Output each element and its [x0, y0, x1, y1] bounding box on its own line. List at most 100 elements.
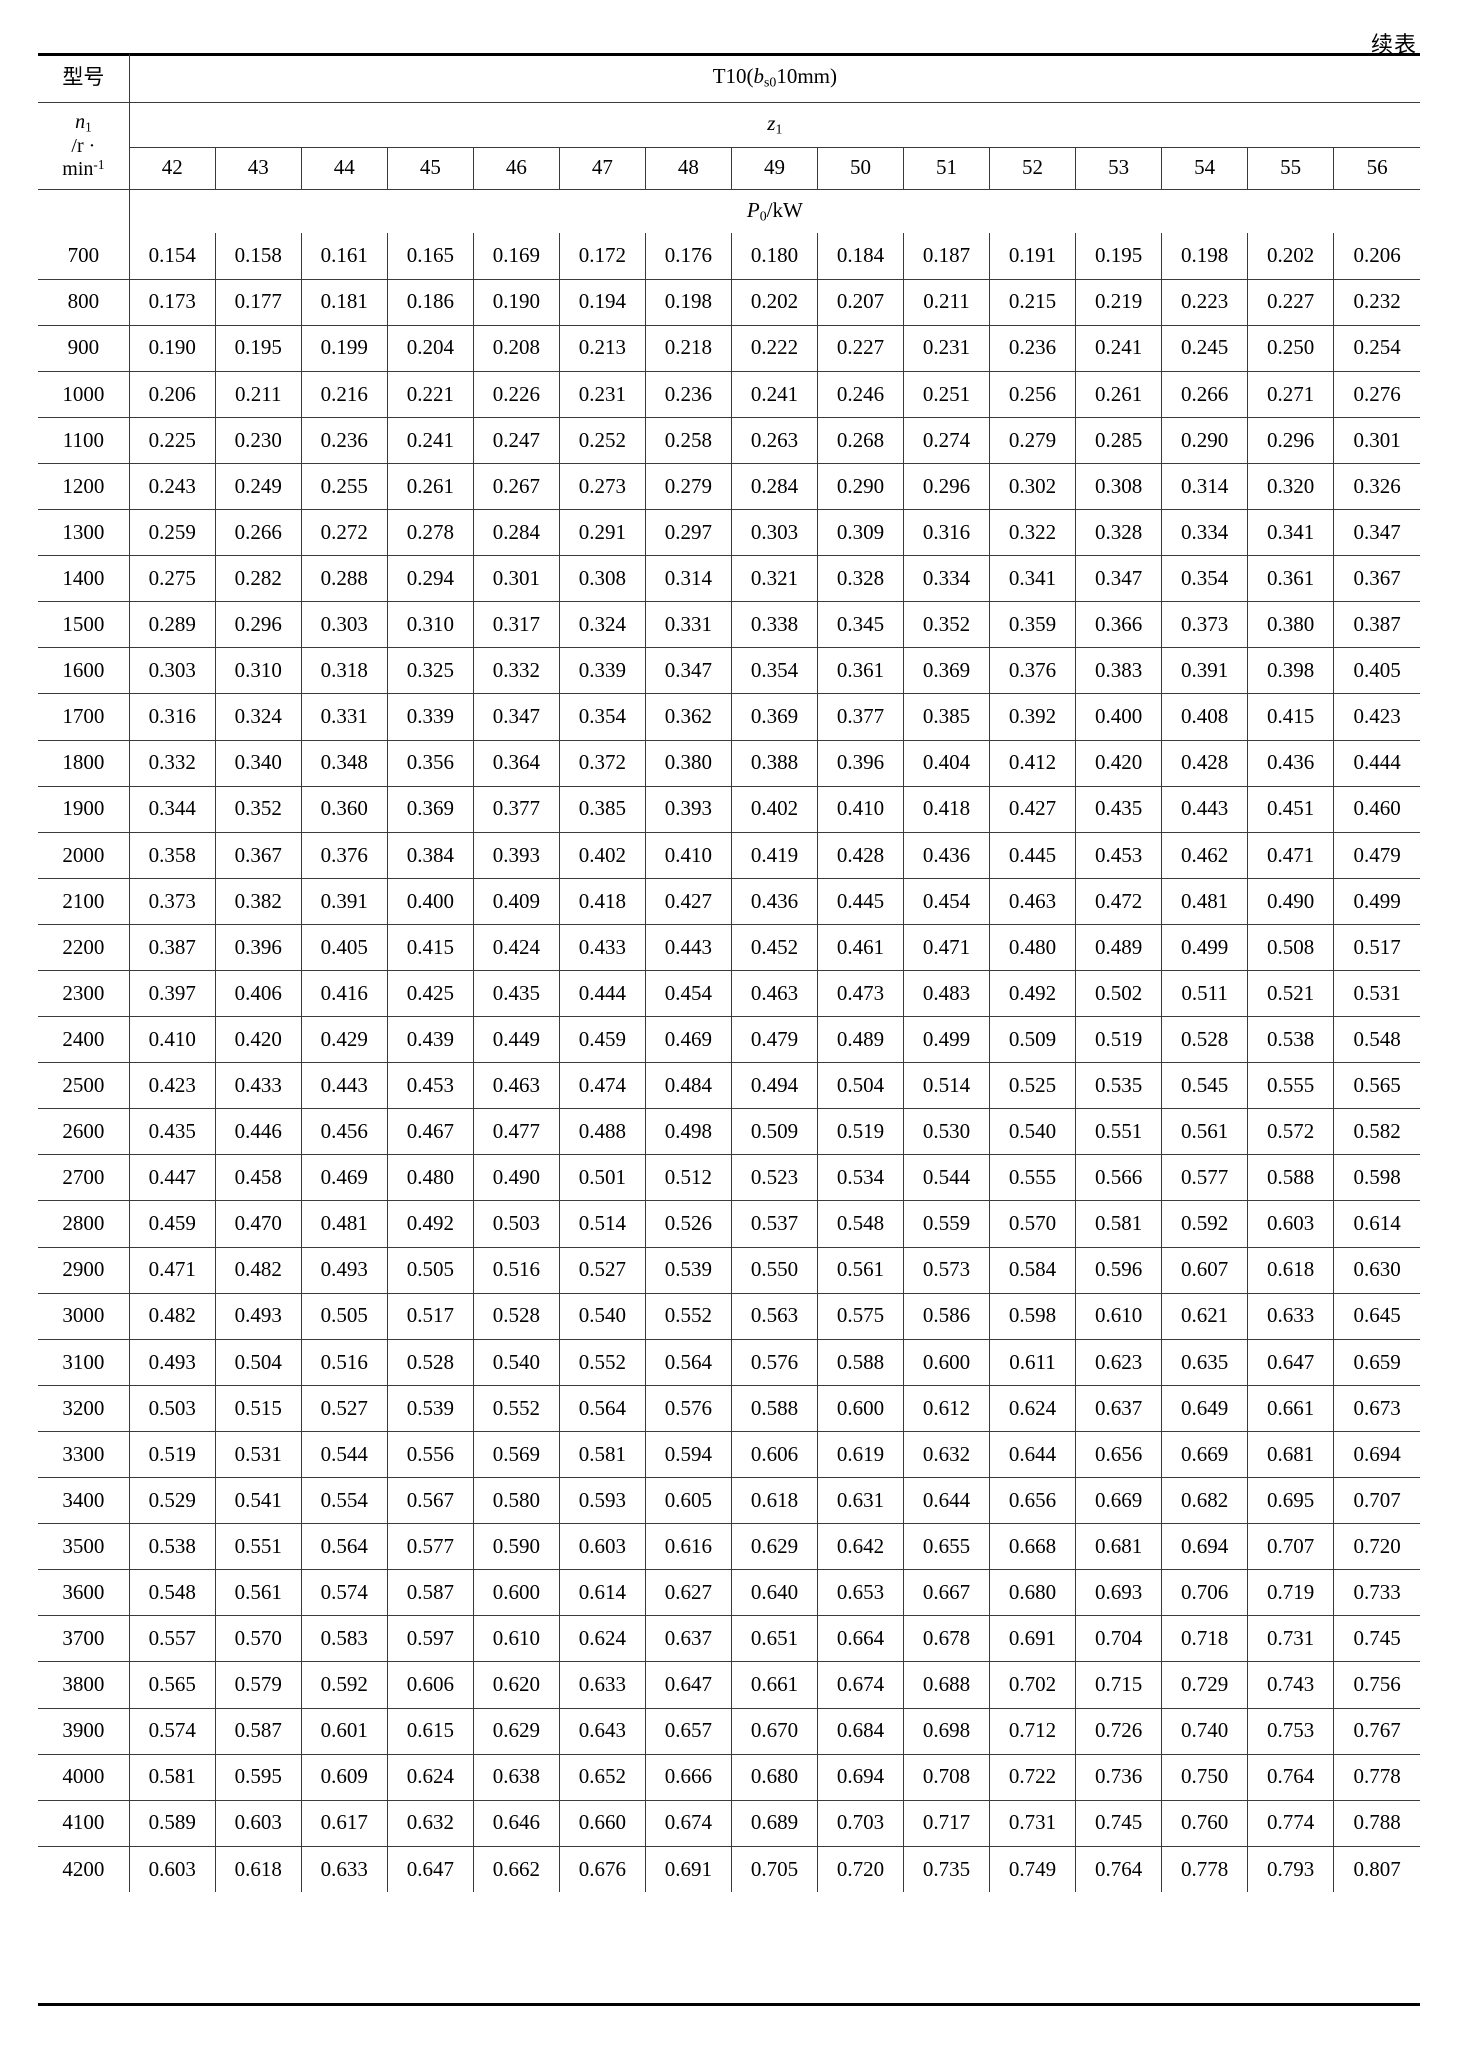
power-value-cell: 0.439: [386, 1016, 474, 1064]
power-value-cell: 0.392: [989, 693, 1077, 741]
power-value-cell: 0.198: [644, 278, 732, 326]
power-value-cell: 0.587: [386, 1569, 474, 1617]
row-speed-value: 2500: [38, 1062, 130, 1110]
power-rating-table: 型号 T10(bs010mm) n1 /r · min-1 z1 42 43 44 4…: [38, 54, 1420, 1893]
power-value-cell: 0.211: [902, 278, 991, 326]
power-value-cell: 0.402: [730, 785, 818, 833]
power-value-cell: 0.493: [214, 1292, 302, 1340]
power-value-cell: 0.425: [386, 969, 474, 1018]
power-value-cell: 0.344: [128, 785, 216, 833]
power-value-cell: 0.380: [1247, 601, 1335, 649]
power-value-cell: 0.190: [472, 278, 560, 326]
power-value-cell: 0.736: [1075, 1753, 1163, 1801]
power-value-cell: 0.463: [730, 969, 818, 1018]
row-speed-value: 2600: [38, 1108, 130, 1156]
power-value-cell: 0.606: [386, 1661, 474, 1709]
power-value-cell: 0.483: [902, 969, 991, 1018]
power-value-cell: 0.211: [214, 370, 302, 418]
row-speed-value: 4100: [38, 1799, 130, 1847]
power-value-cell: 0.458: [214, 1154, 302, 1202]
power-value-cell: 0.273: [558, 462, 646, 511]
power-value-cell: 0.322: [989, 509, 1077, 557]
power-value-cell: 0.393: [644, 785, 732, 833]
power-value-cell: 0.574: [128, 1707, 216, 1755]
power-value-cell: 0.702: [989, 1661, 1077, 1709]
power-value-cell: 0.606: [730, 1430, 818, 1479]
power-value-cell: 0.753: [1247, 1707, 1335, 1755]
power-value-cell: 0.673: [1333, 1384, 1420, 1432]
power-value-cell: 0.398: [1247, 647, 1335, 695]
power-value-cell: 0.489: [816, 1016, 905, 1064]
power-value-cell: 0.596: [1075, 1246, 1163, 1294]
power-value-cell: 0.263: [730, 416, 818, 464]
power-value-cell: 0.303: [300, 601, 388, 649]
power-value-cell: 0.545: [1161, 1062, 1249, 1110]
power-value-cell: 0.219: [1075, 278, 1163, 326]
power-value-cell: 0.463: [472, 1062, 560, 1110]
power-value-cell: 0.296: [902, 462, 991, 511]
power-value-cell: 0.435: [472, 969, 560, 1018]
power-value-cell: 0.207: [816, 278, 905, 326]
power-value-cell: 0.352: [902, 601, 991, 649]
power-value-cell: 0.544: [300, 1430, 388, 1479]
power-value-cell: 0.526: [644, 1200, 732, 1248]
power-value-cell: 0.154: [128, 233, 216, 280]
power-value-cell: 0.528: [1161, 1016, 1249, 1064]
power-value-cell: 0.177: [214, 278, 302, 326]
power-value-cell: 0.681: [1247, 1430, 1335, 1479]
power-value-cell: 0.618: [730, 1477, 818, 1525]
power-value-cell: 0.764: [1075, 1845, 1163, 1893]
power-value-cell: 0.479: [1333, 831, 1420, 879]
power-value-cell: 0.607: [1161, 1246, 1249, 1294]
power-value-cell: 0.186: [386, 278, 474, 326]
power-value-cell: 0.181: [300, 278, 388, 326]
power-value-cell: 0.731: [989, 1799, 1077, 1847]
table-row: 2200 0.387 0.396 0.405 0.415 0.424 0.433 0.443 0…: [38, 923, 1420, 972]
z1-label: z1: [767, 111, 783, 137]
table-row: 1100 0.225 0.230 0.236 0.241 0.247 0.252 0.258 0…: [38, 416, 1420, 464]
power-value-cell: 0.356: [386, 739, 474, 787]
power-value-cell: 0.266: [214, 509, 302, 557]
table-row: 3900 0.574 0.587 0.601 0.615 0.629 0.643 0.657 0…: [38, 1707, 1420, 1755]
power-value-cell: 0.601: [300, 1707, 388, 1755]
power-value-cell: 0.272: [300, 509, 388, 557]
power-value-cell: 0.359: [989, 601, 1077, 649]
power-value-cell: 0.515: [214, 1384, 302, 1432]
row-speed-value: 2900: [38, 1246, 130, 1294]
power-value-cell: 0.316: [902, 509, 991, 557]
power-value-cell: 0.676: [558, 1845, 646, 1893]
power-value-cell: 0.226: [472, 370, 560, 418]
row-speed-value: 1400: [38, 555, 130, 603]
power-value-cell: 0.169: [472, 233, 560, 280]
table-row: 900 0.190 0.195 0.199 0.204 0.208 0.213 0.218 0.…: [38, 324, 1420, 372]
power-value-cell: 0.444: [1333, 739, 1420, 787]
table-row: 1000 0.206 0.211 0.216 0.221 0.226 0.231 0.236 0…: [38, 370, 1420, 418]
power-value-cell: 0.347: [1333, 509, 1420, 557]
power-value-cell: 0.707: [1333, 1477, 1420, 1525]
power-value-cell: 0.603: [1247, 1200, 1335, 1248]
power-value-cell: 0.400: [1075, 693, 1163, 741]
power-value-cell: 0.419: [730, 831, 818, 879]
power-value-cell: 0.527: [300, 1384, 388, 1432]
power-value-cell: 0.659: [1333, 1338, 1420, 1386]
power-value-cell: 0.410: [644, 831, 732, 879]
power-value-cell: 0.509: [730, 1108, 818, 1156]
power-value-cell: 0.366: [1075, 601, 1163, 649]
power-value-cell: 0.592: [1161, 1200, 1249, 1248]
power-value-cell: 0.284: [472, 509, 560, 557]
table-row: 1300 0.259 0.266 0.272 0.278 0.284 0.291 0.297 0…: [38, 509, 1420, 557]
power-value-cell: 0.615: [386, 1707, 474, 1755]
power-value-cell: 0.693: [1075, 1569, 1163, 1617]
power-value-cell: 0.635: [1161, 1338, 1249, 1386]
power-value-cell: 0.256: [989, 370, 1077, 418]
power-value-cell: 0.347: [1075, 555, 1163, 603]
power-value-cell: 0.609: [300, 1753, 388, 1801]
power-value-cell: 0.232: [1333, 278, 1420, 326]
power-value-cell: 0.525: [989, 1062, 1077, 1110]
power-value-cell: 0.481: [1161, 877, 1249, 925]
power-value-cell: 0.694: [1333, 1430, 1420, 1479]
power-value-cell: 0.172: [558, 233, 646, 280]
power-value-cell: 0.467: [386, 1108, 474, 1156]
power-value-cell: 0.410: [128, 1016, 216, 1064]
power-value-cell: 0.669: [1075, 1477, 1163, 1525]
